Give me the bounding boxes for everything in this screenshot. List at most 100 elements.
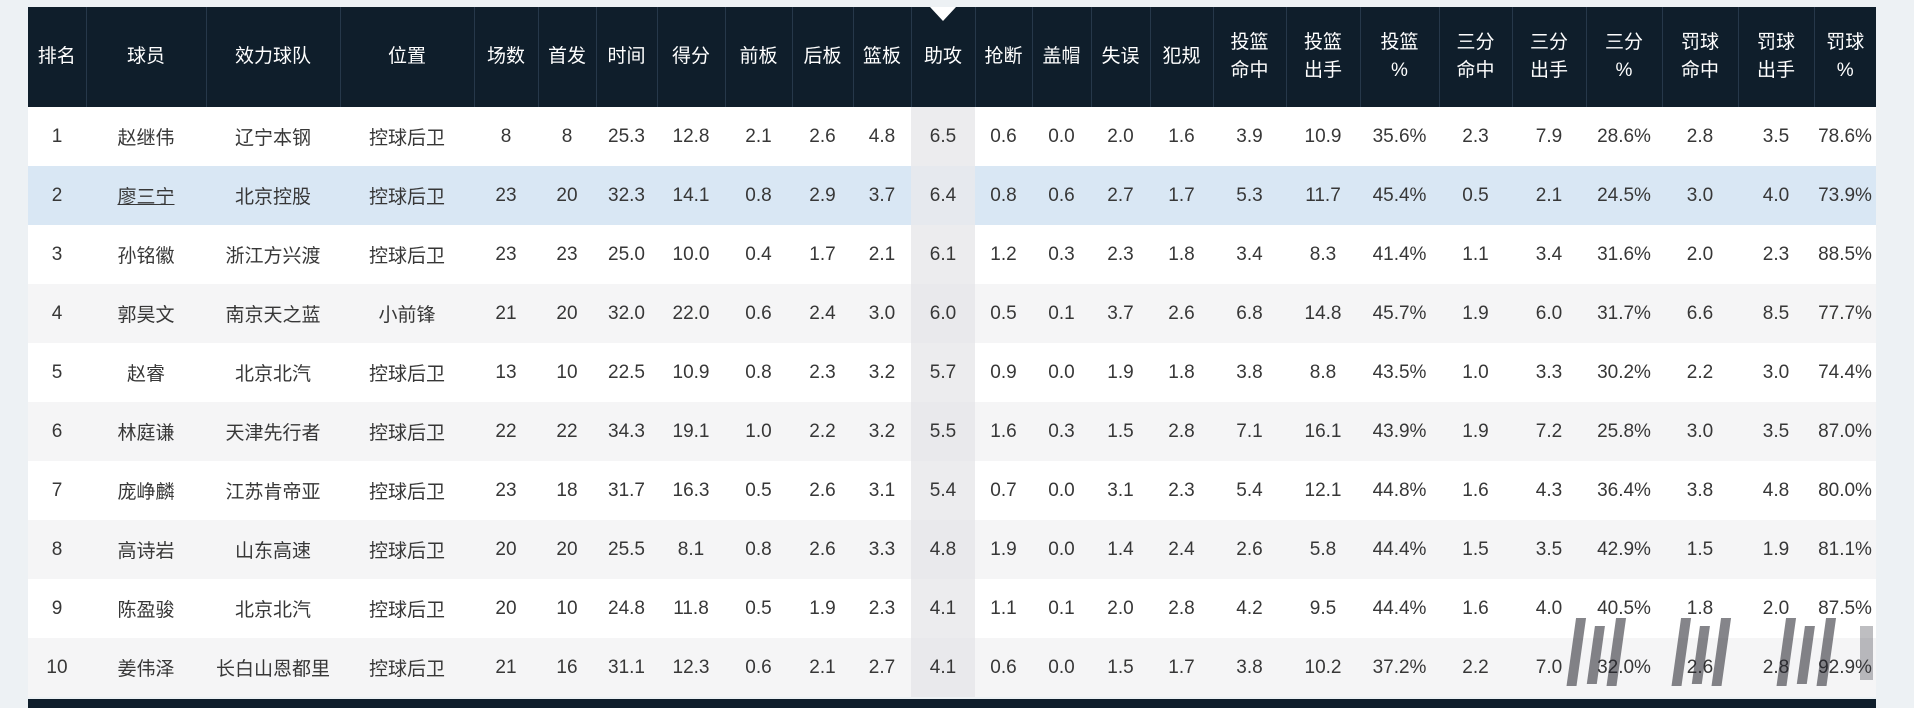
- player-link[interactable]: 郭昊文: [86, 284, 206, 343]
- table-cell-fgpct: 44.8%: [1360, 461, 1439, 520]
- table-cell-reb: 3.2: [853, 402, 911, 461]
- player-link[interactable]: 高诗岩: [86, 520, 206, 579]
- column-header-ftpct[interactable]: 罚球 %: [1814, 7, 1876, 107]
- table-cell-fga: 11.7: [1286, 166, 1360, 225]
- table-cell-fta: 3.0: [1738, 343, 1814, 402]
- table-cell-minutes: 22.5: [596, 343, 657, 402]
- table-cell-points: 10.9: [657, 343, 725, 402]
- table-cell-blk: 0.0: [1032, 638, 1091, 697]
- table-cell-games: 20: [474, 520, 538, 579]
- table-cell-dreb: 2.6: [792, 461, 853, 520]
- player-link[interactable]: 庞峥麟: [86, 461, 206, 520]
- table-cell-stl: 1.2: [975, 225, 1032, 284]
- table-cell-team: 山东高速: [206, 520, 340, 579]
- column-header-ftm[interactable]: 罚球 命中: [1662, 7, 1739, 107]
- column-header-label: 后板: [803, 46, 842, 68]
- table-cell-tpm: 1.9: [1439, 402, 1512, 461]
- player-link[interactable]: 陈盈骏: [86, 579, 206, 638]
- table-cell-tov: 3.1: [1091, 461, 1150, 520]
- table-cell-tpa: 4.0: [1512, 579, 1586, 638]
- column-header-points[interactable]: 得分: [657, 7, 726, 107]
- table-cell-games: 20: [474, 579, 538, 638]
- player-link[interactable]: 林庭谦: [86, 402, 206, 461]
- table-cell-tpa: 2.1: [1512, 166, 1586, 225]
- table-cell-reb: 3.1: [853, 461, 911, 520]
- table-cell-oreb: 1.0: [725, 402, 792, 461]
- table-cell-games: 22: [474, 402, 538, 461]
- table-cell-tov: 2.3: [1091, 225, 1150, 284]
- table-cell-oreb: 2.1: [725, 107, 792, 166]
- player-stats-panel: 排名 球员 效力球队 位置 场数 首发 时间 得分 前板 后板 篮板 助攻 抢断 盖帽 失误 犯规 投篮 命中投…: [28, 7, 1876, 697]
- column-header-stl[interactable]: 抢断: [975, 7, 1033, 107]
- table-cell-starts: 22: [538, 402, 596, 461]
- bottom-dark-bar: [28, 699, 1876, 708]
- table-cell-rank: 7: [28, 461, 86, 520]
- table-cell-tpm: 1.6: [1439, 579, 1512, 638]
- column-header-fga[interactable]: 投篮 出手: [1286, 7, 1361, 107]
- column-header-pf[interactable]: 犯规: [1150, 7, 1214, 107]
- table-cell-ast: 4.1: [911, 638, 975, 697]
- column-header-label: 前板: [739, 46, 778, 68]
- table-cell-team: 辽宁本钢: [206, 107, 340, 166]
- table-cell-blk: 0.3: [1032, 402, 1091, 461]
- table-cell-rank: 5: [28, 343, 86, 402]
- column-header-tppct[interactable]: 三分 %: [1586, 7, 1663, 107]
- table-cell-fgpct: 43.5%: [1360, 343, 1439, 402]
- column-header-rank[interactable]: 排名: [28, 7, 87, 107]
- table-cell-team: 北京北汽: [206, 579, 340, 638]
- table-cell-games: 21: [474, 638, 538, 697]
- column-header-fta[interactable]: 罚球 出手: [1738, 7, 1815, 107]
- table-cell-ftpct: 78.6%: [1814, 107, 1876, 166]
- column-header-tpm[interactable]: 三分 命中: [1439, 7, 1513, 107]
- table-cell-fta: 2.0: [1738, 579, 1814, 638]
- table-cell-minutes: 31.7: [596, 461, 657, 520]
- column-header-player[interactable]: 球员: [86, 7, 207, 107]
- table-cell-tpm: 1.6: [1439, 461, 1512, 520]
- table-cell-oreb: 0.6: [725, 638, 792, 697]
- table-cell-minutes: 24.8: [596, 579, 657, 638]
- column-header-fgm[interactable]: 投篮 命中: [1213, 7, 1287, 107]
- table-cell-pf: 1.8: [1150, 343, 1213, 402]
- player-link[interactable]: 赵睿: [86, 343, 206, 402]
- player-link[interactable]: 赵继伟: [86, 107, 206, 166]
- table-cell-reb: 3.7: [853, 166, 911, 225]
- table-cell-fta: 1.9: [1738, 520, 1814, 579]
- table-cell-tppct: 30.2%: [1586, 343, 1662, 402]
- player-link[interactable]: 姜伟泽: [86, 638, 206, 697]
- table-cell-tpa: 7.2: [1512, 402, 1586, 461]
- column-header-oreb[interactable]: 前板: [725, 7, 793, 107]
- table-cell-reb: 4.8: [853, 107, 911, 166]
- column-header-minutes[interactable]: 时间: [596, 7, 658, 107]
- table-cell-ftm: 3.0: [1662, 402, 1738, 461]
- column-header-dreb[interactable]: 后板: [792, 7, 854, 107]
- player-link[interactable]: 廖三宁: [86, 166, 206, 225]
- table-cell-dreb: 2.6: [792, 107, 853, 166]
- table-cell-oreb: 0.6: [725, 284, 792, 343]
- table-cell-stl: 0.9: [975, 343, 1032, 402]
- player-link[interactable]: 孙铭徽: [86, 225, 206, 284]
- table-cell-minutes: 34.3: [596, 402, 657, 461]
- column-header-position[interactable]: 位置: [340, 7, 475, 107]
- table-cell-pf: 2.8: [1150, 579, 1213, 638]
- column-header-blk[interactable]: 盖帽: [1032, 7, 1092, 107]
- column-header-ast[interactable]: 助攻: [911, 7, 976, 107]
- table-cell-dreb: 2.4: [792, 284, 853, 343]
- table-cell-position: 控球后卫: [340, 107, 474, 166]
- table-cell-blk: 0.1: [1032, 284, 1091, 343]
- table-cell-stl: 0.8: [975, 166, 1032, 225]
- column-header-games[interactable]: 场数: [474, 7, 539, 107]
- table-cell-fta: 4.0: [1738, 166, 1814, 225]
- column-header-fgpct[interactable]: 投篮 %: [1360, 7, 1440, 107]
- table-cell-points: 16.3: [657, 461, 725, 520]
- column-header-reb[interactable]: 篮板: [853, 7, 912, 107]
- column-header-tpa[interactable]: 三分 出手: [1512, 7, 1587, 107]
- column-header-team[interactable]: 效力球队: [206, 7, 341, 107]
- table-cell-ftm: 3.8: [1662, 461, 1738, 520]
- table-cell-oreb: 0.8: [725, 166, 792, 225]
- table-cell-rank: 4: [28, 284, 86, 343]
- table-cell-ftpct: 87.0%: [1814, 402, 1876, 461]
- column-header-starts[interactable]: 首发: [538, 7, 597, 107]
- column-header-label: 失误: [1101, 46, 1140, 68]
- column-header-tov[interactable]: 失误: [1091, 7, 1151, 107]
- table-cell-fgpct: 45.7%: [1360, 284, 1439, 343]
